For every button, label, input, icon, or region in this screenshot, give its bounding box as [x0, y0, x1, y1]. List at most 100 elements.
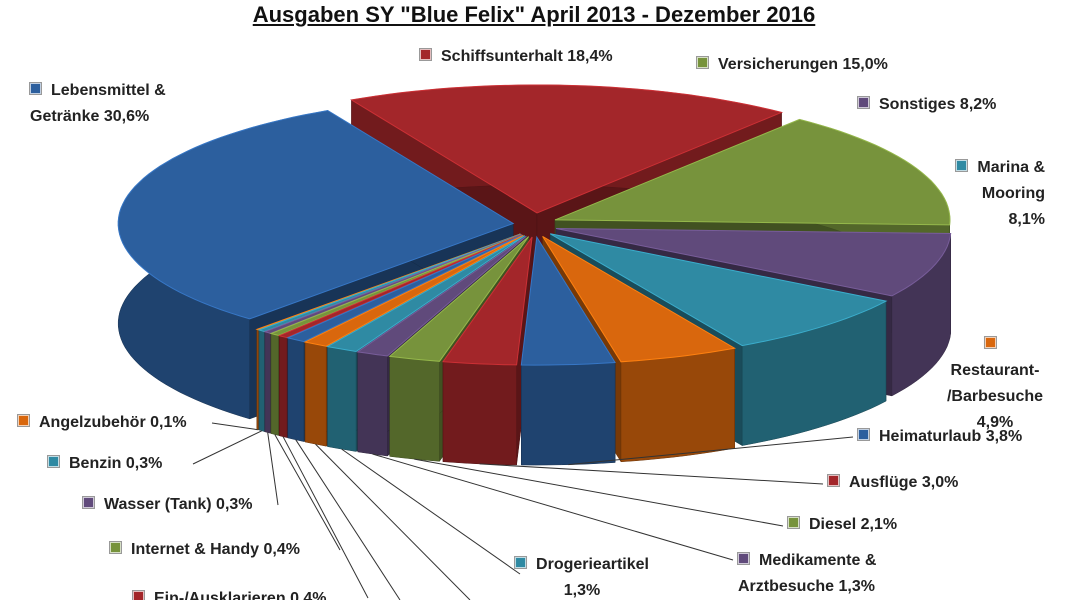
slice-name: Diesel [809, 516, 857, 533]
slice-name: Drogerieartikel [536, 556, 649, 573]
slice-wall [264, 331, 271, 434]
value-label: 0,4% [263, 541, 300, 558]
slice-top [554, 118, 951, 226]
chart-title: Ausgaben SY "Blue Felix" April 2013 - De… [252, 2, 816, 27]
slice-top [303, 234, 524, 347]
legend-marker [984, 337, 996, 348]
slice-label: Drogerieartikel 1,3% [515, 552, 649, 600]
value-label: 30,6% [103, 108, 150, 125]
value-label: 4,9% [976, 414, 1014, 431]
slice-wall [357, 351, 388, 457]
slice-wall [442, 361, 517, 466]
slice-name: Ausflüge [849, 474, 918, 491]
slice-wall [521, 362, 616, 466]
legend-marker [133, 591, 144, 600]
slice-top [356, 235, 527, 357]
leader-line [192, 430, 263, 465]
leader-line [372, 453, 734, 561]
leader-line [341, 448, 521, 575]
slice-top [442, 236, 533, 366]
slice-name: Angelzubehör [39, 414, 146, 431]
slice-wall [327, 346, 357, 452]
legend-marker [30, 83, 41, 94]
value-label: 8,1% [1008, 211, 1045, 228]
slice-wall [620, 347, 735, 463]
value-label: 3,0% [921, 474, 959, 491]
value-label: 8,2% [959, 96, 997, 113]
slice-wall [287, 337, 305, 442]
value-label: 1,3% [838, 578, 875, 595]
slice-name: Medikamente & Arztbesuche [738, 552, 877, 595]
slice-name: Internet & Handy [131, 541, 260, 558]
slice-name: Sonstiges [879, 96, 956, 113]
legend-marker [828, 475, 839, 486]
slice-label: Ein-/Ausklarieren 0,4% [133, 586, 327, 600]
slice-name: Heimaturlaub [879, 428, 982, 445]
legend-marker [110, 542, 121, 553]
value-label: 0,3% [125, 455, 163, 472]
slice-top [542, 235, 737, 363]
slice-label: Schiffsunterhalt 18,4% [420, 44, 613, 70]
slice-label: Medikamente & Arztbesuche 1,3% [738, 548, 876, 600]
legend-marker [858, 429, 869, 440]
slice-wall [304, 341, 327, 447]
legend-marker [515, 557, 527, 568]
value-label: 0,3% [216, 496, 253, 513]
value-label: 18,4% [567, 48, 613, 65]
legend-marker [420, 49, 431, 60]
pie-slice [520, 235, 616, 466]
slice-label: Lebensmittel & Getränke 30,6% [30, 78, 166, 130]
legend-marker [858, 97, 869, 108]
value-label: 0,4% [290, 590, 327, 600]
leader-line [211, 422, 258, 431]
legend-marker [18, 415, 29, 426]
legend-marker [48, 456, 59, 467]
leader-line [267, 432, 279, 506]
slice-wall [389, 356, 440, 462]
slice-name: Versicherungen [718, 56, 839, 73]
legend-marker [83, 497, 94, 508]
slice-label: Internet & Handy 0,4% [110, 537, 300, 563]
leader-line [282, 436, 369, 599]
legend-marker [738, 553, 749, 564]
leader-line [568, 436, 854, 466]
slice-label: Ausflüge 3,0% [828, 470, 958, 496]
slice-name: Lebensmittel & Getränke [30, 82, 166, 125]
value-label: 15,0% [842, 56, 888, 73]
slice-label: Sonstiges 8,2% [858, 92, 996, 118]
value-label: 0,1% [150, 414, 187, 431]
slice-label: Diesel 2,1% [788, 512, 897, 538]
slice-label: Wasser (Tank) 0,3% [83, 492, 253, 518]
slice-wall [256, 329, 259, 431]
slice-top [286, 234, 523, 343]
legend-marker [697, 57, 708, 68]
leader-line [414, 458, 784, 527]
slice-top [326, 235, 526, 353]
slice-name: Benzin [69, 455, 122, 472]
slice-wall [270, 333, 279, 436]
slice-label: Versicherungen 15,0% [697, 52, 888, 78]
slice-top [555, 228, 952, 297]
slice-name: Restaurant- /Barbesuche [946, 362, 1044, 405]
value-label: 1,3% [563, 582, 601, 599]
leader-line [295, 439, 401, 600]
slice-name: Marina & Mooring [977, 159, 1045, 202]
slice-wall [258, 329, 265, 432]
legend-marker [788, 517, 799, 528]
slice-label: Angelzubehör 0,1% [18, 410, 187, 436]
slice-name: Ein-/Ausklarieren [154, 590, 286, 600]
slice-top [549, 233, 888, 347]
leader-line [274, 434, 341, 551]
slice-label: Heimaturlaub 3,8% [858, 424, 1022, 450]
value-label: 3,8% [985, 428, 1023, 445]
leader-line [479, 463, 824, 485]
slice-top [520, 235, 616, 366]
slice-top [117, 109, 515, 320]
slice-name: Schiffsunterhalt [441, 48, 563, 65]
slice-wall [278, 335, 288, 438]
slice-top [388, 236, 530, 362]
slice-top [350, 84, 784, 214]
slice-top [277, 234, 522, 339]
